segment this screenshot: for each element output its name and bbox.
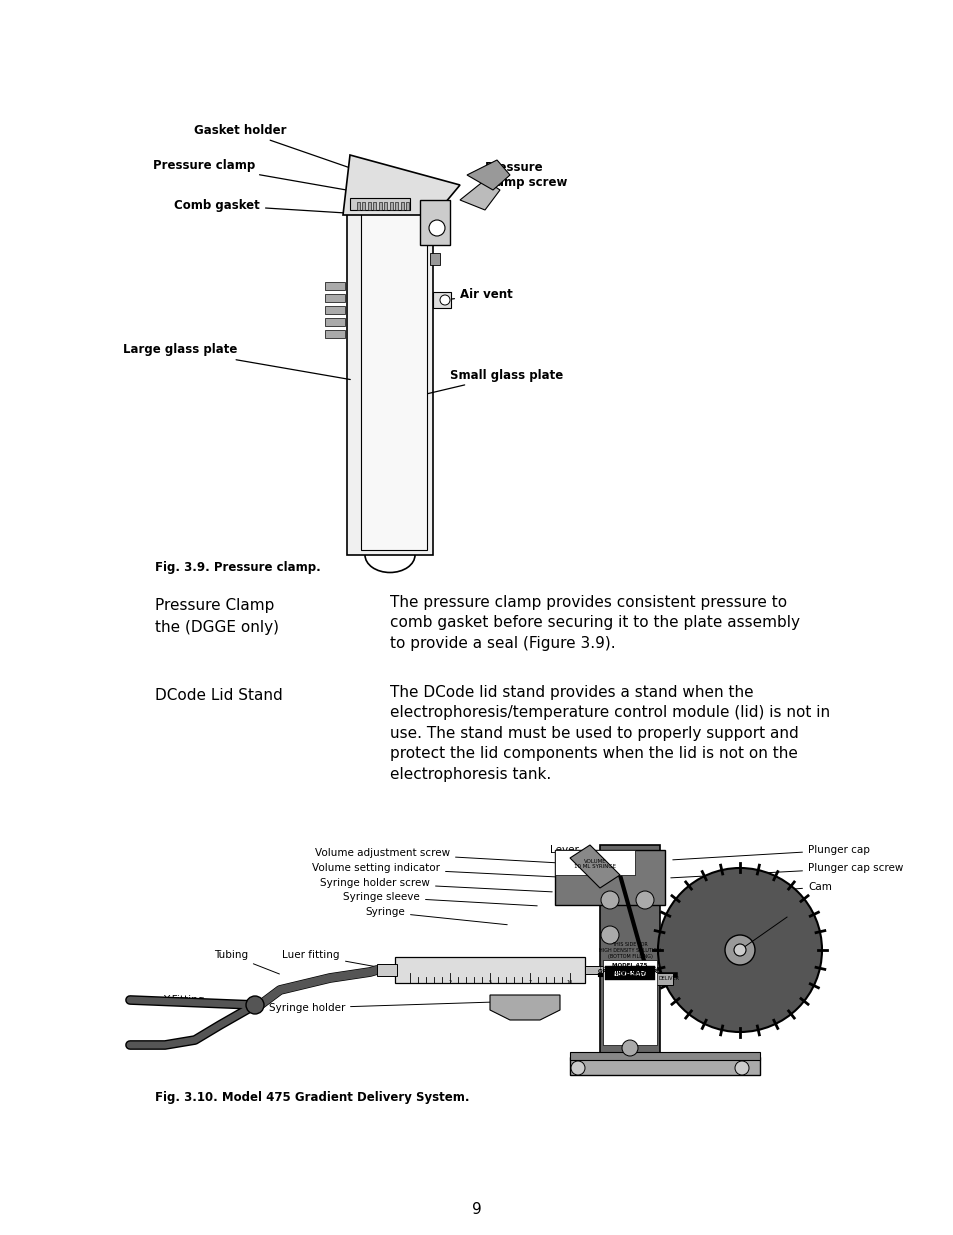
- Text: Volume adjustment screw: Volume adjustment screw: [314, 848, 557, 863]
- Circle shape: [600, 926, 618, 944]
- Circle shape: [439, 295, 450, 305]
- Bar: [395, 203, 398, 210]
- Bar: [599, 845, 659, 1060]
- Bar: [395, 957, 584, 983]
- Text: Plunger cap screw: Plunger cap screw: [670, 863, 902, 878]
- Text: Pressure clamp: Pressure clamp: [152, 158, 372, 195]
- Text: VOLUME
10 ML SYRINGE: VOLUME 10 ML SYRINGE: [574, 858, 616, 869]
- Polygon shape: [569, 845, 619, 888]
- Bar: [325, 317, 345, 326]
- Text: Volume setting indicator: Volume setting indicator: [312, 863, 555, 877]
- Bar: [362, 203, 365, 210]
- Bar: [350, 198, 410, 210]
- Text: Syringe: Syringe: [365, 906, 507, 925]
- Text: Syringe holder screw: Syringe holder screw: [320, 878, 552, 892]
- Circle shape: [600, 890, 618, 909]
- Text: 7: 7: [528, 981, 531, 986]
- Text: Small glass plate: Small glass plate: [424, 368, 562, 394]
- Bar: [325, 294, 345, 303]
- Text: The DCode lid stand provides a stand when the
electrophoresis/temperature contro: The DCode lid stand provides a stand whe…: [390, 685, 829, 782]
- Bar: [325, 282, 345, 290]
- Polygon shape: [347, 195, 433, 555]
- Bar: [584, 966, 615, 974]
- Circle shape: [621, 1040, 638, 1056]
- Text: Fig. 3.10. Model 475 Gradient Delivery System.: Fig. 3.10. Model 475 Gradient Delivery S…: [154, 1091, 469, 1104]
- Bar: [368, 203, 371, 210]
- Text: 5: 5: [488, 981, 491, 986]
- Text: THIS SIDE FOR
HIGH DENSITY SOLUTION
(BOTTOM FILLING)

LOW DENSITY SOLUTION
(TOP : THIS SIDE FOR HIGH DENSITY SOLUTION (BOT…: [598, 942, 660, 978]
- Bar: [406, 203, 409, 210]
- Text: Pressure
clamp screw: Pressure clamp screw: [467, 161, 567, 199]
- Text: Gasket holder: Gasket holder: [194, 124, 382, 179]
- Bar: [555, 850, 635, 876]
- Bar: [390, 203, 393, 210]
- Text: Luer fitting: Luer fitting: [282, 950, 380, 967]
- Bar: [602, 960, 657, 1045]
- Circle shape: [734, 1061, 748, 1074]
- Bar: [400, 203, 403, 210]
- Text: 9: 9: [472, 1203, 481, 1218]
- Text: Syringe holder: Syringe holder: [269, 1002, 492, 1013]
- Polygon shape: [490, 995, 559, 1020]
- Text: Large glass plate: Large glass plate: [123, 343, 350, 379]
- Polygon shape: [343, 156, 459, 215]
- Polygon shape: [459, 180, 499, 210]
- Bar: [433, 291, 451, 308]
- Circle shape: [571, 1061, 584, 1074]
- Bar: [655, 973, 672, 986]
- Bar: [356, 203, 359, 210]
- Bar: [555, 850, 664, 905]
- Circle shape: [733, 944, 745, 956]
- Bar: [604, 966, 655, 981]
- Circle shape: [636, 890, 654, 909]
- Text: Cam: Cam: [692, 882, 831, 897]
- Bar: [384, 203, 387, 210]
- Text: Lever: Lever: [550, 845, 578, 861]
- Bar: [378, 203, 381, 210]
- Circle shape: [429, 220, 444, 236]
- Text: Air vent: Air vent: [445, 289, 512, 301]
- Bar: [374, 203, 376, 210]
- Text: The pressure clamp provides consistent pressure to
comb gasket before securing i: The pressure clamp provides consistent p…: [390, 595, 800, 651]
- Text: Y-Fitting: Y-Fitting: [162, 995, 241, 1005]
- Text: the (DGGE only): the (DGGE only): [154, 620, 278, 635]
- Text: MODEL 475
GRADIENT DELIVERY
SYSTEM: MODEL 475 GRADIENT DELIVERY SYSTEM: [598, 963, 661, 981]
- Text: Fig. 3.9. Pressure clamp.: Fig. 3.9. Pressure clamp.: [154, 561, 320, 573]
- Text: Tubing: Tubing: [213, 950, 279, 974]
- Polygon shape: [467, 161, 510, 190]
- Bar: [325, 306, 345, 314]
- Text: DCode Lid Stand: DCode Lid Stand: [154, 688, 282, 703]
- Text: Plunger cap: Plunger cap: [672, 845, 869, 860]
- Text: Syringe sleeve: Syringe sleeve: [343, 892, 537, 905]
- Text: Comb gasket: Comb gasket: [174, 199, 375, 215]
- Circle shape: [724, 935, 754, 965]
- Bar: [325, 330, 345, 338]
- Circle shape: [658, 868, 821, 1032]
- Text: 2: 2: [448, 981, 451, 986]
- Text: 10: 10: [566, 981, 573, 986]
- Text: DELIVER: DELIVER: [658, 977, 679, 982]
- Bar: [569, 1052, 760, 1060]
- Text: Pressure Clamp: Pressure Clamp: [154, 598, 274, 613]
- Bar: [430, 253, 439, 266]
- Bar: [419, 200, 450, 245]
- Polygon shape: [360, 200, 427, 550]
- Text: BIO-RAD: BIO-RAD: [613, 971, 646, 977]
- Bar: [569, 1057, 760, 1074]
- Circle shape: [246, 995, 264, 1014]
- Bar: [376, 965, 396, 976]
